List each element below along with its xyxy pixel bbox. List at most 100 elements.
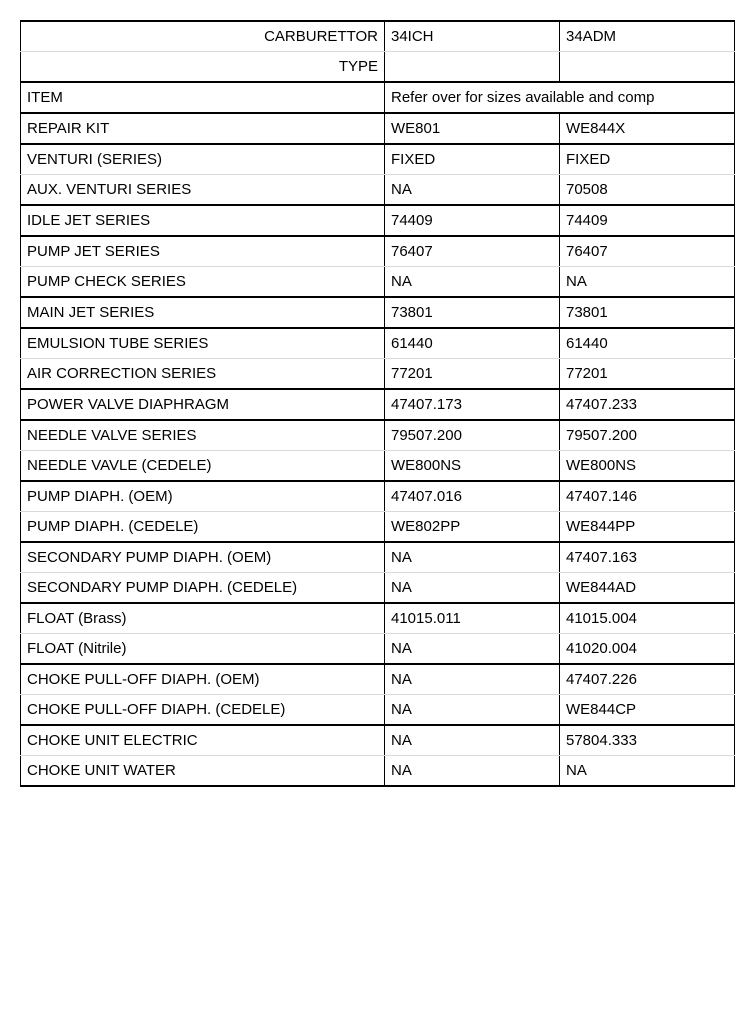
value-cell: 47407.016 (385, 481, 560, 512)
value-cell: WE844AD (560, 573, 735, 604)
table-row: MAIN JET SERIES7380173801 (21, 297, 735, 328)
table-row: FLOAT (Nitrile)NA41020.004 (21, 634, 735, 665)
table-row: CHOKE UNIT ELECTRICNA57804.333 (21, 725, 735, 756)
table-row: POWER VALVE DIAPHRAGM47407.17347407.233 (21, 389, 735, 420)
item-cell: CHOKE UNIT ELECTRIC (21, 725, 385, 756)
value-cell: NA (385, 725, 560, 756)
refer-note: Refer over for sizes available and comp (385, 82, 735, 113)
table-row: IDLE JET SERIES7440974409 (21, 205, 735, 236)
value-cell: NA (385, 756, 560, 787)
value-cell: WE800NS (560, 451, 735, 482)
item-cell: EMULSION TUBE SERIES (21, 328, 385, 359)
item-cell: VENTURI (SERIES) (21, 144, 385, 175)
header-type-blank-0 (385, 52, 560, 83)
item-cell: PUMP CHECK SERIES (21, 267, 385, 298)
value-cell: 74409 (560, 205, 735, 236)
value-cell: 76407 (385, 236, 560, 267)
value-cell: 77201 (560, 359, 735, 390)
header-carburettor-label: CARBURETTOR (21, 21, 385, 52)
value-cell: WE802PP (385, 512, 560, 543)
item-cell: CHOKE PULL-OFF DIAPH. (CEDELE) (21, 695, 385, 726)
value-cell: NA (385, 267, 560, 298)
value-cell: WE844X (560, 113, 735, 144)
item-cell: PUMP DIAPH. (OEM) (21, 481, 385, 512)
item-label: ITEM (21, 82, 385, 113)
item-cell: PUMP DIAPH. (CEDELE) (21, 512, 385, 543)
value-cell: 79507.200 (560, 420, 735, 451)
carburettor-table: CARBURETTOR 34ICH 34ADM TYPE ITEM Refer … (20, 20, 735, 787)
value-cell: 73801 (385, 297, 560, 328)
value-cell: 74409 (385, 205, 560, 236)
value-cell: 61440 (560, 328, 735, 359)
header-row-carburettor: CARBURETTOR 34ICH 34ADM (21, 21, 735, 52)
value-cell: NA (385, 175, 560, 206)
item-cell: IDLE JET SERIES (21, 205, 385, 236)
table-row: AUX. VENTURI SERIESNA70508 (21, 175, 735, 206)
value-cell: WE801 (385, 113, 560, 144)
value-cell: NA (385, 634, 560, 665)
item-cell: NEEDLE VALVE SERIES (21, 420, 385, 451)
item-cell: AIR CORRECTION SERIES (21, 359, 385, 390)
item-header-row: ITEM Refer over for sizes available and … (21, 82, 735, 113)
item-cell: SECONDARY PUMP DIAPH. (OEM) (21, 542, 385, 573)
table-row: SECONDARY PUMP DIAPH. (OEM)NA47407.163 (21, 542, 735, 573)
table-row: CHOKE PULL-OFF DIAPH. (OEM)NA47407.226 (21, 664, 735, 695)
item-cell: CHOKE UNIT WATER (21, 756, 385, 787)
item-cell: POWER VALVE DIAPHRAGM (21, 389, 385, 420)
value-cell: 76407 (560, 236, 735, 267)
value-cell: WE844CP (560, 695, 735, 726)
header-type-label: TYPE (21, 52, 385, 83)
value-cell: NA (560, 756, 735, 787)
table-row: EMULSION TUBE SERIES6144061440 (21, 328, 735, 359)
item-cell: NEEDLE VAVLE (CEDELE) (21, 451, 385, 482)
value-cell: WE844PP (560, 512, 735, 543)
value-cell: FIXED (385, 144, 560, 175)
value-cell: 47407.146 (560, 481, 735, 512)
value-cell: 70508 (560, 175, 735, 206)
value-cell: 47407.226 (560, 664, 735, 695)
value-cell: NA (385, 542, 560, 573)
table-row: PUMP DIAPH. (CEDELE)WE802PPWE844PP (21, 512, 735, 543)
value-cell: NA (385, 695, 560, 726)
table-row: REPAIR KITWE801WE844X (21, 113, 735, 144)
value-cell: 79507.200 (385, 420, 560, 451)
table-row: NEEDLE VALVE SERIES79507.20079507.200 (21, 420, 735, 451)
item-cell: FLOAT (Nitrile) (21, 634, 385, 665)
value-cell: FIXED (560, 144, 735, 175)
table-row: PUMP CHECK SERIESNANA (21, 267, 735, 298)
value-cell: 47407.173 (385, 389, 560, 420)
item-cell: AUX. VENTURI SERIES (21, 175, 385, 206)
value-cell: 77201 (385, 359, 560, 390)
table-row: NEEDLE VAVLE (CEDELE)WE800NSWE800NS (21, 451, 735, 482)
value-cell: 41015.004 (560, 603, 735, 634)
table-row: VENTURI (SERIES)FIXEDFIXED (21, 144, 735, 175)
value-cell: 47407.163 (560, 542, 735, 573)
table-row: CHOKE UNIT WATERNANA (21, 756, 735, 787)
header-model-0: 34ICH (385, 21, 560, 52)
value-cell: NA (560, 267, 735, 298)
value-cell: WE800NS (385, 451, 560, 482)
value-cell: 47407.233 (560, 389, 735, 420)
value-cell: 61440 (385, 328, 560, 359)
value-cell: 41015.011 (385, 603, 560, 634)
header-type-blank-1 (560, 52, 735, 83)
header-row-type: TYPE (21, 52, 735, 83)
item-cell: REPAIR KIT (21, 113, 385, 144)
value-cell: 41020.004 (560, 634, 735, 665)
header-model-1: 34ADM (560, 21, 735, 52)
item-cell: FLOAT (Brass) (21, 603, 385, 634)
table-row: AIR CORRECTION SERIES7720177201 (21, 359, 735, 390)
table-row: FLOAT (Brass)41015.01141015.004 (21, 603, 735, 634)
table-row: SECONDARY PUMP DIAPH. (CEDELE)NAWE844AD (21, 573, 735, 604)
item-cell: PUMP JET SERIES (21, 236, 385, 267)
item-cell: SECONDARY PUMP DIAPH. (CEDELE) (21, 573, 385, 604)
item-cell: CHOKE PULL-OFF DIAPH. (OEM) (21, 664, 385, 695)
item-cell: MAIN JET SERIES (21, 297, 385, 328)
value-cell: 73801 (560, 297, 735, 328)
table-row: CHOKE PULL-OFF DIAPH. (CEDELE)NAWE844CP (21, 695, 735, 726)
table-row: PUMP JET SERIES7640776407 (21, 236, 735, 267)
value-cell: NA (385, 664, 560, 695)
table-row: PUMP DIAPH. (OEM)47407.01647407.146 (21, 481, 735, 512)
value-cell: 57804.333 (560, 725, 735, 756)
value-cell: NA (385, 573, 560, 604)
